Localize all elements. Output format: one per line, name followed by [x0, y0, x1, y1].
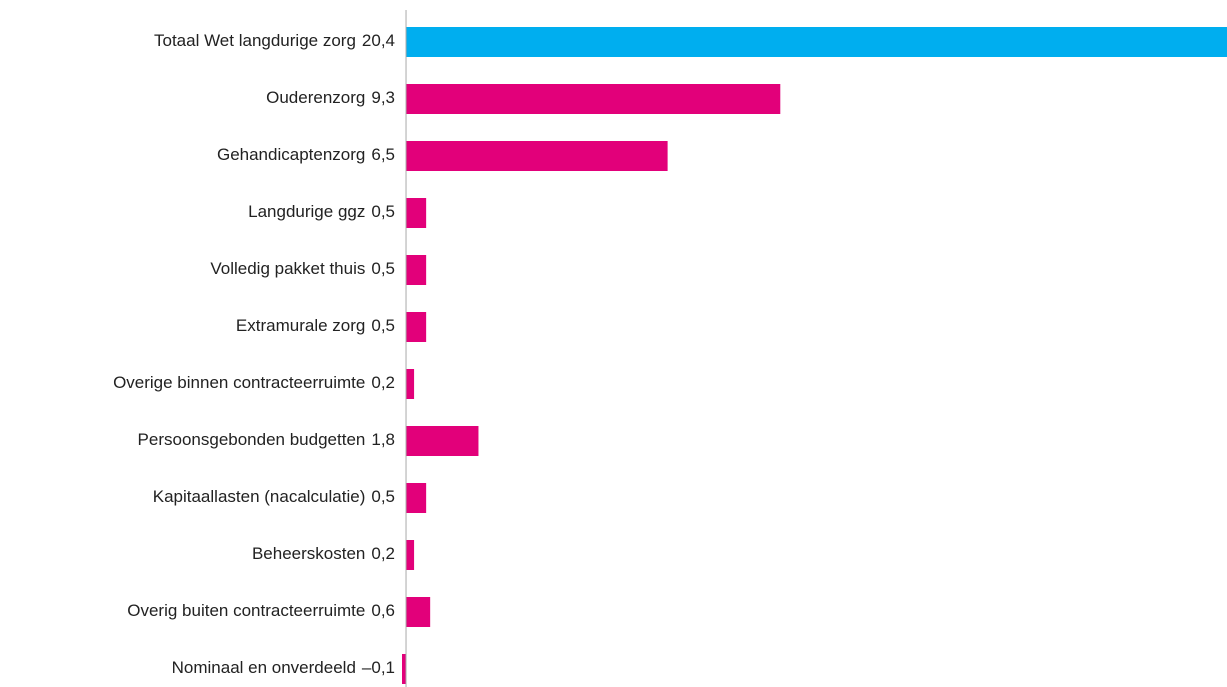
bar: [406, 255, 427, 285]
bar-label: Totaal Wet langdurige zorg 20,4: [154, 31, 395, 50]
value-label: –0,1: [362, 658, 395, 677]
bar-label: Extramurale zorg 0,5: [236, 316, 395, 335]
bar: [406, 27, 1227, 57]
value-label: 20,4: [362, 31, 395, 50]
value-label: 0,2: [371, 373, 395, 392]
category-label: Overige binnen contracteerruimte: [113, 373, 365, 392]
category-label: Persoonsgebonden budgetten: [138, 430, 366, 449]
category-label: Totaal Wet langdurige zorg: [154, 31, 356, 50]
category-label: Gehandicaptenzorg: [217, 145, 365, 164]
bar: [406, 483, 427, 513]
category-label: Overig buiten contracteerruimte: [127, 601, 365, 620]
category-label: Beheerskosten: [252, 544, 365, 563]
category-label: Langdurige ggz: [248, 202, 365, 221]
bar: [406, 198, 427, 228]
bar-label: Ouderenzorg 9,3: [266, 88, 395, 107]
value-label: 0,5: [371, 316, 395, 335]
value-label: 0,2: [371, 544, 395, 563]
category-label: Kapitaallasten (nacalculatie): [153, 487, 366, 506]
value-label: 0,5: [371, 487, 395, 506]
bar-label: Overig buiten contracteerruimte 0,6: [127, 601, 395, 620]
category-label: Ouderenzorg: [266, 88, 365, 107]
value-label: 0,6: [371, 601, 395, 620]
bar-label: Nominaal en onverdeeld –0,1: [172, 658, 395, 677]
bar: [406, 84, 781, 114]
bar: [402, 654, 407, 684]
bar: [406, 540, 415, 570]
bar-label: Beheerskosten 0,2: [252, 544, 395, 563]
bar-label: Kapitaallasten (nacalculatie) 0,5: [153, 487, 395, 506]
value-label: 9,3: [371, 88, 395, 107]
category-label: Volledig pakket thuis: [210, 259, 365, 278]
bar-label: Volledig pakket thuis 0,5: [210, 259, 395, 278]
bar-label: Overige binnen contracteerruimte 0,2: [113, 373, 395, 392]
category-label: Extramurale zorg: [236, 316, 365, 335]
bar-label: Persoonsgebonden budgetten 1,8: [138, 430, 395, 449]
bar: [406, 369, 415, 399]
value-label: 1,8: [371, 430, 395, 449]
bar: [406, 312, 427, 342]
bar: [406, 597, 431, 627]
bar-label: Gehandicaptenzorg 6,5: [217, 145, 395, 164]
bar: [406, 141, 668, 171]
value-label: 6,5: [371, 145, 395, 164]
bar-label: Langdurige ggz 0,5: [248, 202, 395, 221]
value-label: 0,5: [371, 202, 395, 221]
category-label: Nominaal en onverdeeld: [172, 658, 356, 677]
value-label: 0,5: [371, 259, 395, 278]
bar: [406, 426, 479, 456]
